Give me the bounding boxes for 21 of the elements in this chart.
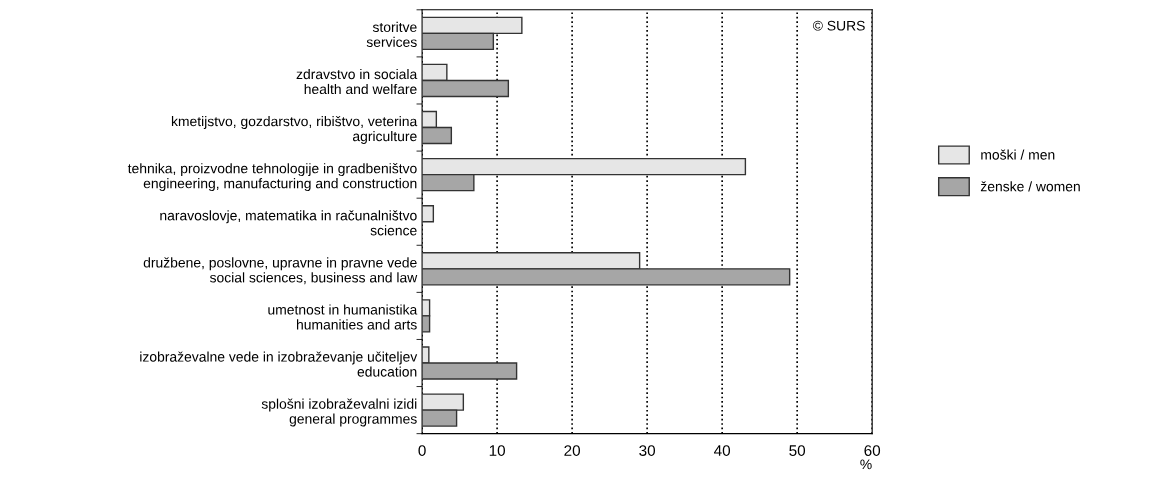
y-tick-label: tehnika, proizvodne tehnologije in gradbeništvo engineering, manufacturing and construction (127, 163, 417, 192)
x-tick-label: 30 (639, 445, 656, 456)
bar (422, 205, 435, 223)
y-tick-label: izobraževalne vede in izobraževanje učiteljev education (140, 351, 418, 377)
y-tick-label: splošni izobraževalni izidi general programmes (261, 398, 417, 427)
y-tick-label: storitve services (366, 21, 417, 47)
y-tick-label: naravoslovje, matematika in računalništvo science (160, 210, 417, 236)
y-tick-label: umetnost in humanistika humanities and arts (268, 304, 418, 330)
x-tick-label: 40 (714, 445, 731, 456)
x-tick-label: 60 (864, 445, 881, 456)
legend-label: moški / men (981, 149, 1055, 160)
y-tick-label: zdravstvo in sociala health and welfare (296, 68, 418, 95)
x-tick-label: 50 (789, 445, 806, 456)
x-axis-title: % (860, 459, 872, 470)
legend-label: ženske / women (980, 181, 1080, 192)
y-tick-label: kmetijstvo, gozdarstvo, ribištvo, veterina agriculture (171, 116, 418, 144)
x-tick-label: 10 (489, 445, 505, 456)
annotation: © SURS (812, 20, 865, 31)
x-tick-label: 20 (564, 445, 581, 456)
x-tick-label: 0 (418, 445, 426, 456)
y-tick-label: družbene, poslovne, upravne in pravne vede social sciences, business and law (143, 257, 418, 285)
